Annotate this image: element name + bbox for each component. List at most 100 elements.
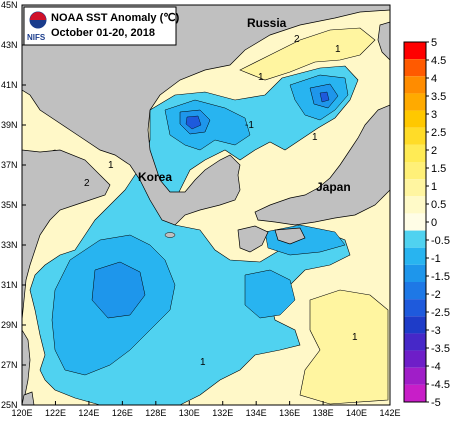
land-japan-hokkaido: [377, 21, 391, 61]
colorbar-tick-label: -3.5: [431, 343, 450, 355]
land-mainland-asia: [21, 4, 391, 226]
latitude-axis: 45N 43N 41N 39N 37N 35N 33N 31N 29N 27N 25N: [1, 0, 26, 410]
longitude-tick-label: 120E: [11, 408, 32, 418]
anomaly-region-neg-two-a: [185, 115, 202, 130]
colorbar-tick-label: 3.5: [431, 91, 446, 103]
nifs-logo-red-half: [30, 12, 46, 20]
latitude-tick-label: 27N: [1, 360, 18, 370]
colorbar-swatch: [404, 76, 426, 94]
colorbar-swatch: [404, 144, 426, 162]
title-box-background: [23, 6, 177, 46]
longitude-tick-label: 142E: [379, 408, 400, 418]
latitude-tick-label: 33N: [1, 240, 18, 250]
land-japan-shikoku: [274, 227, 306, 245]
colorbar-tick-label: 0: [431, 217, 437, 229]
contour-label: 2: [84, 178, 90, 189]
colorbar-swatch: [404, 127, 426, 145]
longitude-tick-label: 132E: [212, 408, 233, 418]
latitude-tick-label: 43N: [1, 40, 18, 50]
colorbar-swatch: [404, 299, 426, 317]
colorbar-tick-label: -1: [431, 253, 441, 265]
colorbar-swatch: [404, 333, 426, 351]
colorbar-swatch: [404, 384, 426, 402]
cold-anomaly-layer: [29, 65, 359, 406]
colorbar-swatch: [404, 59, 426, 77]
contour-labels: 1 1 2 1 1 2 1 1 -1: [84, 34, 358, 368]
nifs-logo-text: NIFS: [27, 33, 46, 42]
colorbar-swatch: [404, 162, 426, 180]
land-japan-south: [237, 225, 269, 253]
colorbar-swatch: [404, 110, 426, 128]
longitude-tick-label: 128E: [145, 408, 166, 418]
longitude-tick-label: 136E: [279, 408, 300, 418]
contour-label: 1: [258, 72, 264, 83]
longitude-tick-label: 140E: [346, 408, 367, 418]
longitude-tick-label: 130E: [179, 408, 200, 418]
longitude-tick-label: 126E: [112, 408, 133, 418]
colorbar-tick-label: 2.5: [431, 127, 446, 139]
land-japan-honshu: [254, 104, 391, 226]
colorbar-swatch: [404, 247, 426, 265]
colorbar-swatch: [404, 93, 426, 111]
colorbar-swatch: [404, 42, 426, 60]
anomaly-region-warm-north: [239, 27, 376, 81]
colorbar-tick-label: -2.5: [431, 307, 450, 319]
colorbar-swatch: [404, 179, 426, 197]
colorbar-swatch: [404, 316, 426, 334]
anomaly-region-neg-two-b: [319, 91, 330, 103]
colorbar-tick-label: -5: [431, 397, 441, 409]
contour-label: 1: [335, 44, 341, 55]
longitude-tick-label: 124E: [78, 408, 99, 418]
colorbar-tick-label: -3: [431, 325, 441, 337]
anomaly-region-neg-one-d: [244, 269, 296, 319]
colorbar-swatch: [404, 264, 426, 282]
colorbar-swatch: [404, 230, 426, 248]
latitude-tick-label: 29N: [1, 320, 18, 330]
colorbar-tick-label: -1.5: [431, 271, 450, 283]
longitude-tick-label: 138E: [313, 408, 334, 418]
colorbar-swatch: [404, 196, 426, 214]
map-period: October 01-20, 2018: [51, 27, 155, 39]
contour-label: 1: [200, 357, 206, 368]
colorbar: 5 4.5 4 3.5 3 2.5 2 1.5 1 0.5 0 -0.5 -1 -1.5 -2 -2.5 -3 -…: [403, 37, 450, 409]
longitude-axis: 120E 122E 124E 126E 128E 130E 132E 134E 136E 138E…: [11, 401, 401, 418]
longitude-tick-label: 122E: [45, 408, 66, 418]
land-layer: [21, 4, 391, 406]
colorbar-swatch: [404, 213, 426, 231]
colorbar-tick-label: 1: [431, 181, 437, 193]
colorbar-tick-label: 4.5: [431, 55, 446, 67]
colorbar-tick-label: -0.5: [431, 235, 450, 247]
latitude-tick-label: 35N: [1, 200, 18, 210]
contour-label: 2: [294, 34, 300, 45]
contour-label: 1: [312, 132, 318, 143]
colorbar-swatch: [404, 367, 426, 385]
latitude-tick-label: 37N: [1, 160, 18, 170]
place-label-russia: Russia: [247, 16, 287, 30]
colorbar-tick-label: 1.5: [431, 163, 446, 175]
colorbar-swatch: [404, 350, 426, 368]
latitude-tick-label: 31N: [1, 280, 18, 290]
colorbar-tick-label: 5: [431, 37, 437, 49]
map-title: NOAA SST Anomaly (℃): [51, 12, 180, 24]
colorbar-tick-label: 2: [431, 145, 437, 157]
colorbar-swatch: [404, 282, 426, 300]
land-china-coast: [21, 149, 111, 321]
longitude-tick-label: 134E: [246, 408, 267, 418]
colorbar-tick-label: 3: [431, 109, 437, 121]
colorbar-tick-label: 0.5: [431, 199, 446, 211]
contour-label: -1: [245, 120, 254, 131]
latitude-tick-label: 25N: [1, 400, 18, 410]
colorbar-tick-label: -4: [431, 361, 441, 373]
latitude-tick-label: 41N: [1, 80, 18, 90]
anomaly-region-warm-east: [299, 289, 389, 405]
nifs-logo: NIFS: [27, 11, 47, 42]
colorbar-tick-label: -2: [431, 289, 441, 301]
place-label-korea: Korea: [138, 170, 172, 184]
contour-label: 1: [352, 332, 358, 343]
anomaly-region-neg-onehalf-c: [91, 261, 146, 319]
place-label-japan: Japan: [316, 180, 351, 194]
latitude-tick-label: 45N: [1, 0, 18, 10]
colorbar-tick-label: 4: [431, 73, 437, 85]
